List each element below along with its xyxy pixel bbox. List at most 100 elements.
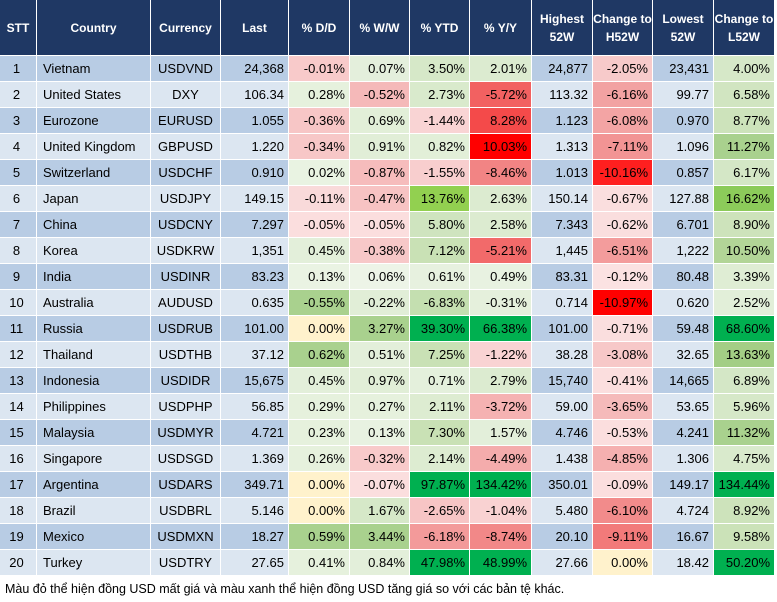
pct-dd-cell: -0.05% <box>289 212 350 238</box>
pct-dd-cell: 0.62% <box>289 342 350 368</box>
pct-yy-cell: 48.99% <box>470 550 532 576</box>
country-cell: Turkey <box>37 550 151 576</box>
stt-cell: 15 <box>0 420 37 446</box>
pct-ytd-cell: 7.12% <box>410 238 470 264</box>
pct-yy-cell: -4.49% <box>470 446 532 472</box>
change-to-l52w-cell: 16.62% <box>714 186 775 212</box>
pct-dd-cell: -0.36% <box>289 108 350 134</box>
header-change-to-h52w: Change to H52W <box>593 0 653 56</box>
currency-cell: USDJPY <box>151 186 221 212</box>
table-row: 13 Indonesia USDIDR 15,675 0.45% 0.97% 0.71% 2.… <box>0 368 775 394</box>
table-row: 16 Singapore USDSGD 1.369 0.26% -0.32% 2.14% -4… <box>0 446 775 472</box>
highest-52w-cell: 101.00 <box>532 316 593 342</box>
highest-52w-cell: 150.14 <box>532 186 593 212</box>
lowest-52w-cell: 53.65 <box>653 394 714 420</box>
header-last-price: Last <box>221 0 289 56</box>
currency-cell: USDBRL <box>151 498 221 524</box>
highest-52w-cell: 24,877 <box>532 56 593 82</box>
table-row: 11 Russia USDRUB 101.00 0.00% 3.27% 39.30% 66.3… <box>0 316 775 342</box>
highest-52w-cell: 350.01 <box>532 472 593 498</box>
pct-dd-cell: 0.02% <box>289 160 350 186</box>
highest-52w-cell: 1.013 <box>532 160 593 186</box>
country-cell: Japan <box>37 186 151 212</box>
pct-dd-cell: 0.00% <box>289 316 350 342</box>
country-cell: Malaysia <box>37 420 151 446</box>
highest-52w-cell: 5.480 <box>532 498 593 524</box>
last-price-cell: 56.85 <box>221 394 289 420</box>
currency-cell: USDPHP <box>151 394 221 420</box>
country-cell: Indonesia <box>37 368 151 394</box>
pct-ytd-cell: 0.82% <box>410 134 470 160</box>
change-to-l52w-cell: 6.89% <box>714 368 775 394</box>
change-to-h52w-cell: -0.62% <box>593 212 653 238</box>
pct-ytd-cell: 0.61% <box>410 264 470 290</box>
lowest-52w-cell: 1.096 <box>653 134 714 160</box>
pct-ww-cell: 0.51% <box>350 342 410 368</box>
change-to-h52w-cell: -6.16% <box>593 82 653 108</box>
pct-ytd-cell: 2.73% <box>410 82 470 108</box>
currency-cell: USDSGD <box>151 446 221 472</box>
pct-dd-cell: 0.45% <box>289 368 350 394</box>
country-cell: Russia <box>37 316 151 342</box>
highest-52w-cell: 15,740 <box>532 368 593 394</box>
highest-52w-cell: 27.66 <box>532 550 593 576</box>
pct-ww-cell: 0.84% <box>350 550 410 576</box>
pct-ww-cell: 0.13% <box>350 420 410 446</box>
last-price-cell: 27.65 <box>221 550 289 576</box>
country-cell: Philippines <box>37 394 151 420</box>
change-to-l52w-cell: 4.75% <box>714 446 775 472</box>
pct-ww-cell: 0.06% <box>350 264 410 290</box>
currency-cell: GBPUSD <box>151 134 221 160</box>
lowest-52w-cell: 59.48 <box>653 316 714 342</box>
last-price-cell: 83.23 <box>221 264 289 290</box>
table-row: 15 Malaysia USDMYR 4.721 0.23% 0.13% 7.30% 1.57… <box>0 420 775 446</box>
lowest-52w-cell: 80.48 <box>653 264 714 290</box>
change-to-h52w-cell: -0.12% <box>593 264 653 290</box>
change-to-h52w-cell: -4.85% <box>593 446 653 472</box>
stt-cell: 10 <box>0 290 37 316</box>
pct-yy-cell: -5.21% <box>470 238 532 264</box>
highest-52w-cell: 1.438 <box>532 446 593 472</box>
pct-dd-cell: 0.41% <box>289 550 350 576</box>
change-to-h52w-cell: -10.16% <box>593 160 653 186</box>
highest-52w-cell: 1.123 <box>532 108 593 134</box>
pct-ww-cell: 0.69% <box>350 108 410 134</box>
pct-dd-cell: 0.00% <box>289 498 350 524</box>
last-price-cell: 5.146 <box>221 498 289 524</box>
table-header-row: STT Country Currency Last% D/D% W/W% YTD% Y… <box>0 0 775 56</box>
table-row: 3 Eurozone EURUSD 1.055 -0.36% 0.69% -1.44% 8.2… <box>0 108 775 134</box>
header-pct-dd: % D/D <box>289 0 350 56</box>
country-cell: Korea <box>37 238 151 264</box>
footnote: Màu đỏ thể hiện đồng USD mất giá và màu … <box>5 582 565 596</box>
last-price-cell: 106.34 <box>221 82 289 108</box>
pct-ytd-cell: -1.55% <box>410 160 470 186</box>
highest-52w-cell: 1,445 <box>532 238 593 264</box>
pct-yy-cell: 66.38% <box>470 316 532 342</box>
table-row: 6 Japan USDJPY 149.15 -0.11% -0.47% 13.76% 2.63… <box>0 186 775 212</box>
table-row: 2 United States DXY 106.34 0.28% -0.52% 2.73% -… <box>0 82 775 108</box>
pct-dd-cell: -0.55% <box>289 290 350 316</box>
pct-yy-cell: 2.58% <box>470 212 532 238</box>
highest-52w-cell: 0.714 <box>532 290 593 316</box>
change-to-l52w-cell: 6.17% <box>714 160 775 186</box>
currency-table: STT Country Currency Last% D/D% W/W% YTD% Y… <box>0 0 775 576</box>
lowest-52w-cell: 0.857 <box>653 160 714 186</box>
change-to-h52w-cell: -0.67% <box>593 186 653 212</box>
pct-yy-cell: 8.28% <box>470 108 532 134</box>
country-cell: China <box>37 212 151 238</box>
table-row: 1 Vietnam USDVND 24,368 -0.01% 0.07% 3.50% 2.01… <box>0 56 775 82</box>
pct-ytd-cell: 39.30% <box>410 316 470 342</box>
country-cell: Singapore <box>37 446 151 472</box>
stt-cell: 19 <box>0 524 37 550</box>
lowest-52w-cell: 23,431 <box>653 56 714 82</box>
country-cell: Thailand <box>37 342 151 368</box>
country-cell: United States <box>37 82 151 108</box>
change-to-h52w-cell: -6.51% <box>593 238 653 264</box>
header-pct-ytd: % YTD <box>410 0 470 56</box>
stt-cell: 18 <box>0 498 37 524</box>
stt-cell: 9 <box>0 264 37 290</box>
last-price-cell: 18.27 <box>221 524 289 550</box>
change-to-l52w-cell: 11.32% <box>714 420 775 446</box>
pct-ww-cell: -0.05% <box>350 212 410 238</box>
last-price-cell: 1.369 <box>221 446 289 472</box>
